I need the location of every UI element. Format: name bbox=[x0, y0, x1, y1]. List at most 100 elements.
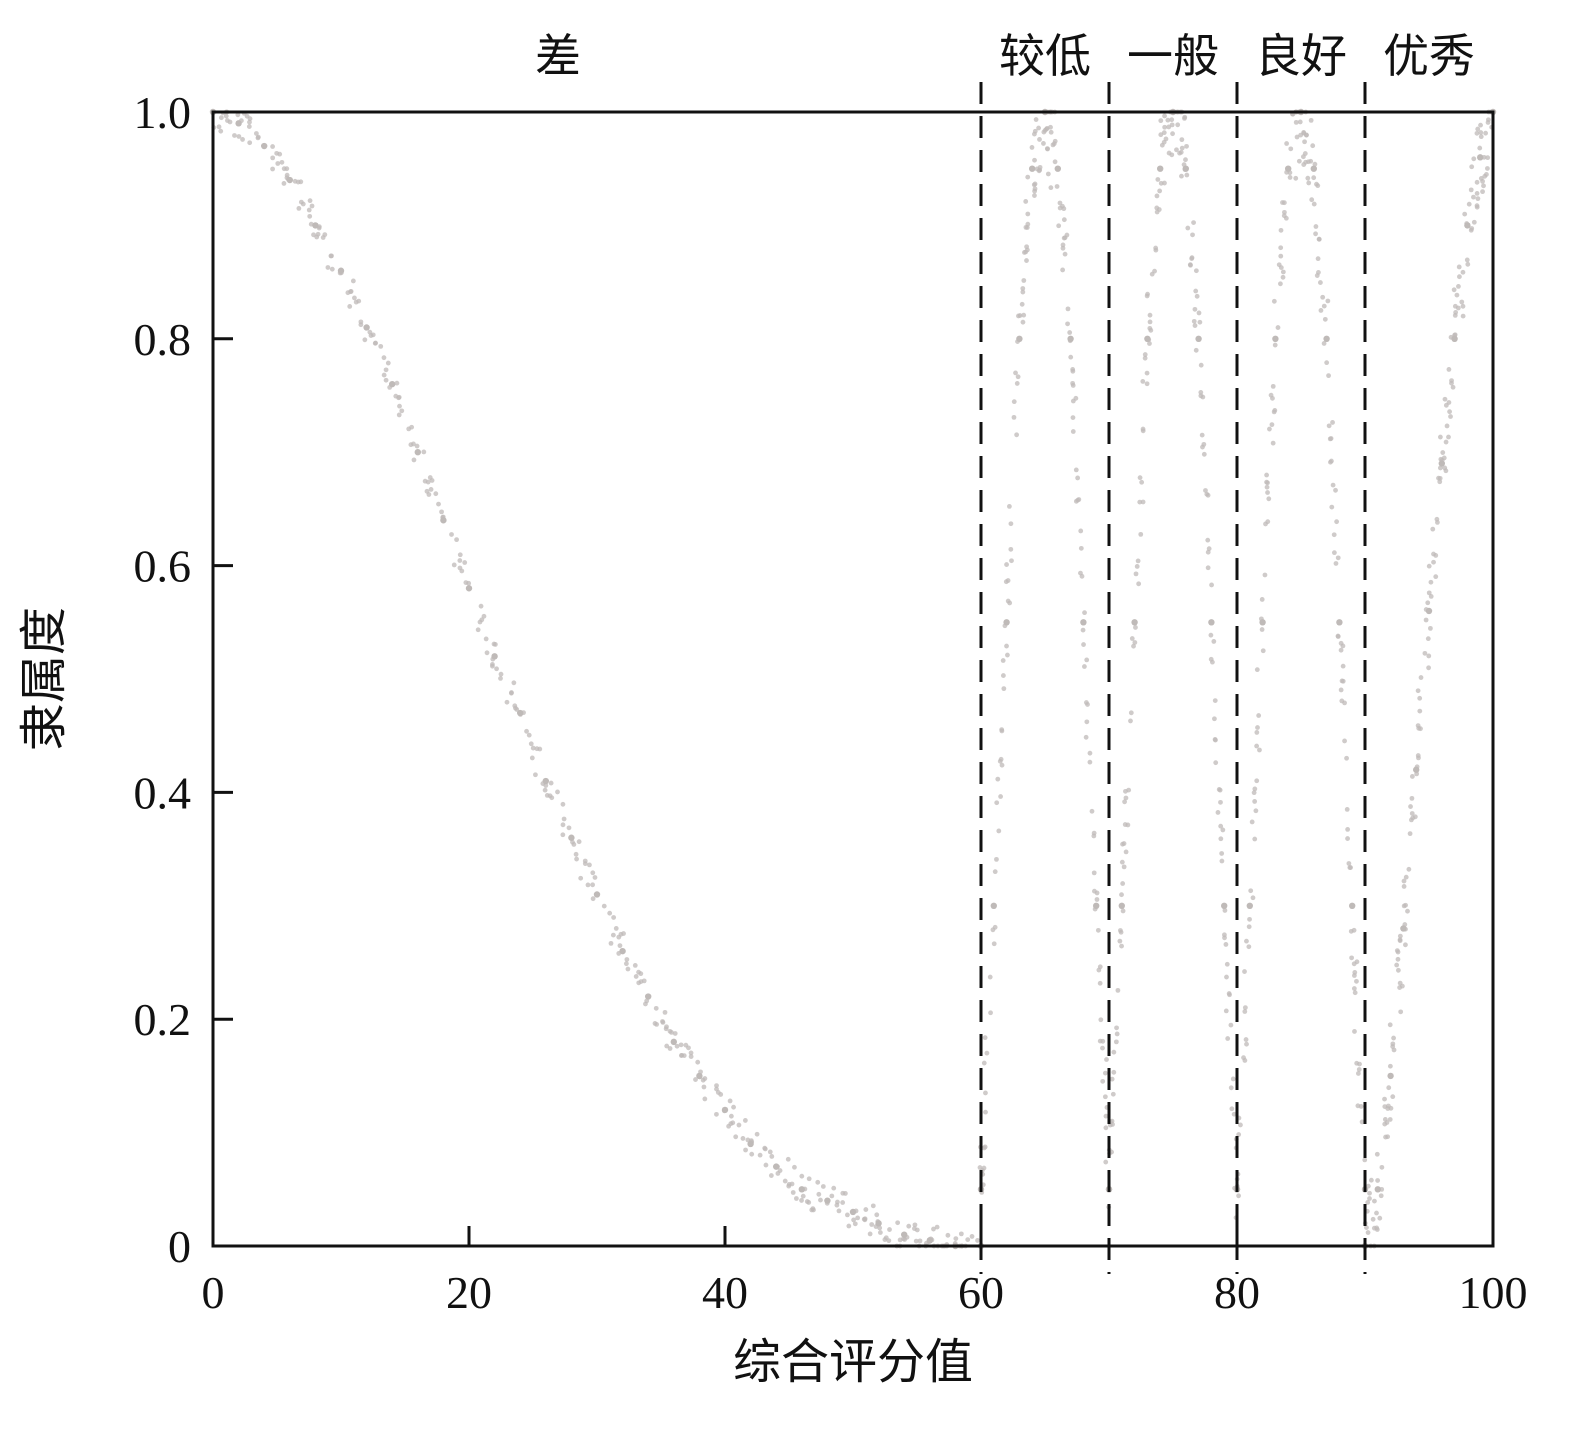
series-1-density-dot bbox=[1061, 217, 1067, 223]
series-2-density-dot bbox=[1211, 639, 1217, 644]
series-4-density-dot bbox=[1433, 574, 1439, 580]
series-3-point-9 bbox=[1349, 902, 1356, 909]
series-0-density-dot bbox=[555, 789, 560, 795]
series-0-density-dot bbox=[877, 1225, 883, 1231]
series-0-density-dot bbox=[887, 1227, 892, 1232]
series-0-density-dot bbox=[498, 676, 503, 681]
series-4-density-dot bbox=[1403, 902, 1408, 908]
series-0-density-dot bbox=[607, 910, 613, 916]
series-1-density-dot bbox=[1067, 330, 1073, 335]
series-4-density-dot bbox=[1485, 120, 1491, 125]
series-0-density-dot bbox=[528, 741, 534, 747]
series-3-density-dot bbox=[1294, 134, 1300, 140]
series-3-density-dot bbox=[1330, 420, 1335, 425]
series-0-density-dot bbox=[875, 1219, 881, 1224]
series-4-density-dot bbox=[1390, 1044, 1396, 1049]
series-0-density-dot bbox=[439, 509, 444, 515]
series-0-density-dot bbox=[617, 943, 623, 949]
series-4-density-dot bbox=[1451, 287, 1457, 293]
series-3-density-dot bbox=[1330, 482, 1336, 488]
series-0-density-dot bbox=[429, 478, 435, 483]
series-2-density-dot bbox=[1161, 130, 1167, 136]
series-2-density-dot bbox=[1146, 337, 1152, 343]
series-1-density-dot bbox=[1091, 870, 1097, 876]
series-3-density-dot bbox=[1349, 955, 1355, 961]
series-2-density-dot bbox=[1220, 827, 1226, 833]
series-0-density-dot bbox=[702, 1096, 708, 1102]
series-3-density-dot bbox=[1244, 1041, 1249, 1047]
series-1-density-dot bbox=[1015, 374, 1021, 380]
series-0-density-dot bbox=[945, 1232, 951, 1238]
series-0-density-dot bbox=[782, 1178, 788, 1184]
series-2-density-dot bbox=[1212, 737, 1218, 742]
series-0-density-dot bbox=[255, 135, 261, 141]
series-0-density-dot bbox=[381, 355, 387, 361]
series-0-density-dot bbox=[869, 1222, 875, 1227]
series-2-density-dot bbox=[1226, 991, 1232, 996]
series-0-density-dot bbox=[688, 1054, 694, 1059]
series-2-density-dot bbox=[1121, 841, 1127, 846]
series-2-density-dot bbox=[1230, 1076, 1236, 1082]
series-0-density-dot bbox=[504, 699, 510, 705]
series-3-point-2 bbox=[1259, 619, 1266, 626]
series-0-density-dot bbox=[325, 265, 331, 270]
series-1-density-dot bbox=[1075, 497, 1081, 503]
series-0-density-dot bbox=[834, 1202, 840, 1208]
series-0-density-dot bbox=[270, 155, 276, 161]
series-4-density-dot bbox=[1474, 204, 1480, 210]
series-2-density-dot bbox=[1223, 1008, 1229, 1014]
series-3-density-dot bbox=[1242, 969, 1247, 974]
series-2-density-dot bbox=[1223, 942, 1229, 947]
series-3-density-dot bbox=[1243, 1037, 1249, 1042]
series-0-density-dot bbox=[475, 627, 481, 633]
series-1-density-dot bbox=[981, 1145, 987, 1151]
series-0-density-dot bbox=[702, 1076, 708, 1081]
series-2-density-dot bbox=[1123, 795, 1129, 801]
series-4-density-dot bbox=[1456, 284, 1461, 289]
series-1-density-dot bbox=[1007, 504, 1012, 509]
series-3-density-dot bbox=[1254, 730, 1260, 735]
series-2-density-dot bbox=[1179, 137, 1185, 143]
series-2-density-dot bbox=[1184, 172, 1190, 178]
series-1-density-dot bbox=[1054, 184, 1060, 189]
series-1-density-dot bbox=[981, 1060, 987, 1066]
series-3-density-dot bbox=[1268, 392, 1274, 398]
series-0-density-dot bbox=[815, 1179, 821, 1185]
series-3-density-dot bbox=[1264, 479, 1269, 485]
series-2-density-dot bbox=[1153, 245, 1159, 251]
series-1-density-dot bbox=[1070, 429, 1076, 434]
series-3-point-6 bbox=[1310, 165, 1318, 172]
series-3-density-dot bbox=[1327, 436, 1333, 442]
series-0-density-dot bbox=[928, 1236, 934, 1242]
series-0-density-dot bbox=[315, 231, 321, 237]
series-0-density-dot bbox=[383, 367, 389, 373]
series-1-density-dot bbox=[1103, 1125, 1109, 1131]
series-2-density-dot bbox=[1147, 325, 1153, 331]
series-3-density-dot bbox=[1359, 1119, 1365, 1125]
series-3-density-dot bbox=[1252, 799, 1258, 804]
series-2-density-dot bbox=[1137, 475, 1143, 481]
series-3-density-dot bbox=[1316, 236, 1322, 242]
series-1-density-dot bbox=[1095, 927, 1101, 933]
series-1-density-dot bbox=[1041, 141, 1046, 146]
series-4-density-dot bbox=[1409, 811, 1415, 816]
series-1-density-dot bbox=[1057, 200, 1063, 206]
series-4-density-dot bbox=[1383, 1134, 1388, 1140]
series-1-density-dot bbox=[1032, 131, 1037, 137]
series-3-density-dot bbox=[1287, 175, 1293, 180]
series-2-density-dot bbox=[1147, 341, 1152, 346]
series-3-density-dot bbox=[1265, 519, 1271, 525]
series-1-density-dot bbox=[1064, 232, 1070, 238]
series-3-density-dot bbox=[1354, 1060, 1360, 1066]
series-0-density-dot bbox=[270, 166, 275, 172]
series-0-density-dot bbox=[320, 235, 326, 240]
series-0-density-dot bbox=[616, 934, 622, 940]
series-4-density-dot bbox=[1456, 264, 1462, 270]
series-1-density-dot bbox=[1000, 658, 1006, 663]
series-3-density-dot bbox=[1302, 151, 1308, 156]
series-4-density-dot bbox=[1397, 933, 1403, 939]
series-1-density-dot bbox=[988, 1010, 993, 1016]
series-1-density-dot bbox=[1078, 528, 1084, 534]
series-4-density-dot bbox=[1468, 187, 1474, 193]
series-4-density-dot bbox=[1466, 201, 1472, 207]
